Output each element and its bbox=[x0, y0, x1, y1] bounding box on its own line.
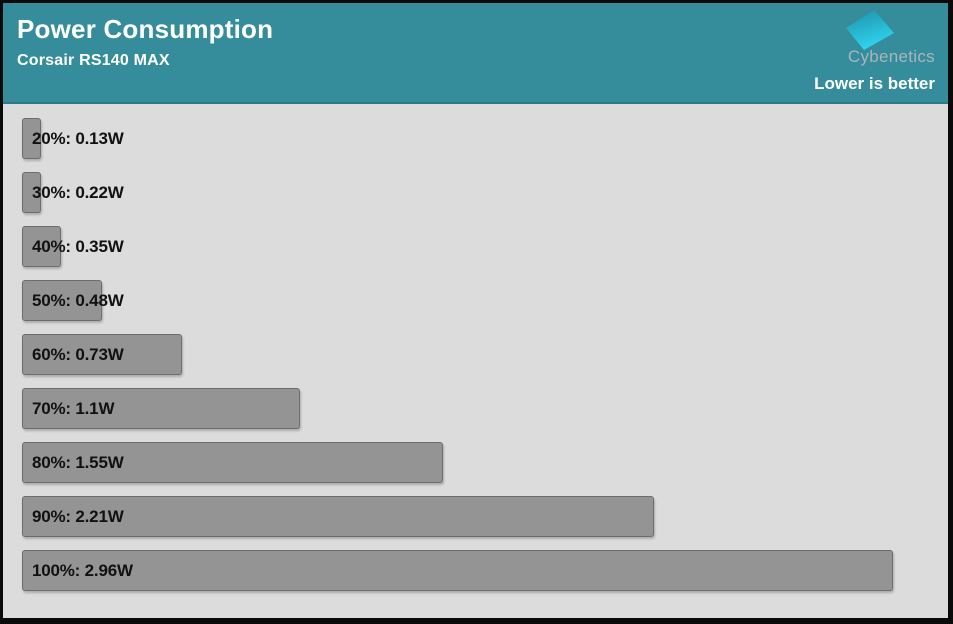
bar bbox=[22, 442, 443, 483]
bar-label: 30%: 0.22W bbox=[32, 182, 124, 202]
bar bbox=[22, 118, 41, 159]
bar bbox=[22, 334, 182, 375]
bar-row: 70%: 1.1W bbox=[22, 388, 948, 429]
bar-label: 70%: 1.1W bbox=[32, 398, 115, 418]
bar-row: 60%: 0.73W bbox=[22, 334, 948, 375]
bar-row: 100%: 2.96W bbox=[22, 550, 948, 591]
bar-label: 100%: 2.96W bbox=[32, 560, 133, 580]
header-titles: Power Consumption Corsair RS140 MAX bbox=[3, 3, 948, 70]
bar bbox=[22, 172, 41, 213]
bar-label: 90%: 2.21W bbox=[32, 506, 124, 526]
bar-row: 50%: 0.48W bbox=[22, 280, 948, 321]
bar bbox=[22, 388, 300, 429]
bar bbox=[22, 550, 893, 591]
lower-is-better-note: Lower is better bbox=[814, 74, 935, 93]
bar bbox=[22, 226, 61, 267]
bar bbox=[22, 496, 654, 537]
brand-name: Cybenetics bbox=[847, 47, 935, 66]
bar bbox=[22, 280, 102, 321]
bar-label: 20%: 0.13W bbox=[32, 128, 124, 148]
bar-label: 50%: 0.48W bbox=[32, 290, 124, 310]
chart-subtitle: Corsair RS140 MAX bbox=[17, 51, 170, 69]
bar-label: 60%: 0.73W bbox=[32, 344, 124, 364]
bar-row: 80%: 1.55W bbox=[22, 442, 948, 483]
bar-row: 90%: 2.21W bbox=[22, 496, 948, 537]
brand-block: Cybenetics Lower is better bbox=[814, 9, 935, 94]
chart-header: Power Consumption Corsair RS140 MAX Cybe… bbox=[3, 3, 948, 104]
chart-title: Power Consumption bbox=[17, 14, 274, 44]
bar-label: 40%: 0.35W bbox=[32, 236, 124, 256]
bar-row: 40%: 0.35W bbox=[22, 226, 948, 267]
bar-row: 30%: 0.22W bbox=[22, 172, 948, 213]
bar-label: 80%: 1.55W bbox=[32, 452, 124, 472]
bar-chart-rows: 20%: 0.13W 30%: 0.22W 40%: 0.35W 50%: 0.48W… bbox=[22, 118, 948, 591]
bar-row: 20%: 0.13W bbox=[22, 118, 948, 159]
bar-chart: 20%: 0.13W 30%: 0.22W 40%: 0.35W 50%: 0.48W… bbox=[3, 104, 948, 591]
cybenetics-logo-icon bbox=[846, 10, 894, 50]
